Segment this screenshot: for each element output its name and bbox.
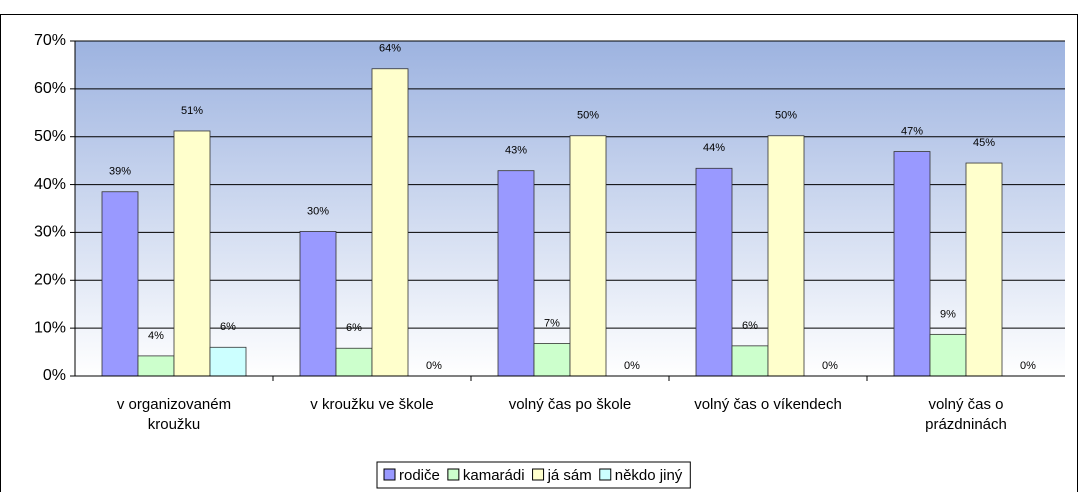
y-tick-label: 40% bbox=[34, 176, 66, 193]
bar bbox=[101, 191, 139, 377]
data-label: 43% bbox=[505, 145, 527, 157]
bar bbox=[209, 346, 247, 377]
legend: rodiče kamarádi já sám někdo jiný bbox=[376, 461, 691, 489]
legend-swatch bbox=[447, 468, 460, 481]
y-tick-label: 20% bbox=[34, 272, 66, 289]
legend-label: kamarádi bbox=[463, 467, 525, 484]
data-label: 30% bbox=[307, 205, 329, 217]
bar bbox=[893, 151, 931, 377]
data-label: 44% bbox=[703, 142, 725, 154]
chart-border bbox=[0, 14, 1078, 492]
bar bbox=[569, 135, 607, 377]
y-tick-label: 60% bbox=[34, 80, 66, 97]
data-label: 0% bbox=[822, 360, 838, 372]
data-label: 47% bbox=[901, 125, 923, 137]
legend-label: já sám bbox=[547, 467, 592, 484]
bar bbox=[695, 167, 733, 377]
bar bbox=[335, 347, 373, 377]
bar bbox=[965, 162, 1003, 377]
y-tick-label: 50% bbox=[34, 128, 66, 145]
legend-label: rodiče bbox=[399, 467, 440, 484]
data-label: 0% bbox=[624, 360, 640, 372]
x-tick-label: volný čas o víkendech bbox=[694, 396, 842, 413]
legend-swatch bbox=[383, 468, 396, 481]
data-label: 51% bbox=[181, 105, 203, 117]
data-label: 0% bbox=[1020, 360, 1036, 372]
data-label: 64% bbox=[379, 43, 401, 55]
legend-swatch bbox=[532, 468, 545, 481]
data-label: 50% bbox=[775, 110, 797, 122]
y-tick-label: 10% bbox=[34, 319, 66, 336]
data-label: 50% bbox=[577, 110, 599, 122]
x-tick-label: v kroužku ve škole bbox=[310, 396, 434, 413]
data-label: 0% bbox=[426, 360, 442, 372]
data-label: 6% bbox=[346, 322, 362, 334]
bar bbox=[497, 170, 535, 377]
x-tick-label: v organizovaném kroužku bbox=[116, 396, 232, 433]
y-tick-label: 30% bbox=[34, 224, 66, 241]
legend-swatch bbox=[599, 468, 612, 481]
data-label: 39% bbox=[109, 166, 131, 178]
bar bbox=[173, 130, 211, 377]
data-label: 4% bbox=[148, 330, 164, 342]
data-label: 45% bbox=[973, 137, 995, 149]
y-tick-label: 0% bbox=[43, 367, 66, 384]
bar bbox=[767, 135, 805, 377]
bar bbox=[299, 231, 337, 377]
legend-label: někdo jiný bbox=[615, 467, 683, 484]
data-label: 9% bbox=[940, 308, 956, 320]
x-tick-label: volný čas o prázdninách bbox=[925, 396, 1007, 433]
data-label: 6% bbox=[220, 321, 236, 333]
data-label: 7% bbox=[544, 317, 560, 329]
bar bbox=[137, 355, 175, 377]
data-label: 6% bbox=[742, 320, 758, 332]
bar bbox=[731, 345, 769, 377]
x-tick-label: volný čas po škole bbox=[508, 396, 632, 413]
y-tick-label: 70% bbox=[34, 32, 66, 49]
bar bbox=[929, 333, 967, 377]
bar bbox=[371, 68, 409, 377]
bar bbox=[533, 343, 571, 377]
